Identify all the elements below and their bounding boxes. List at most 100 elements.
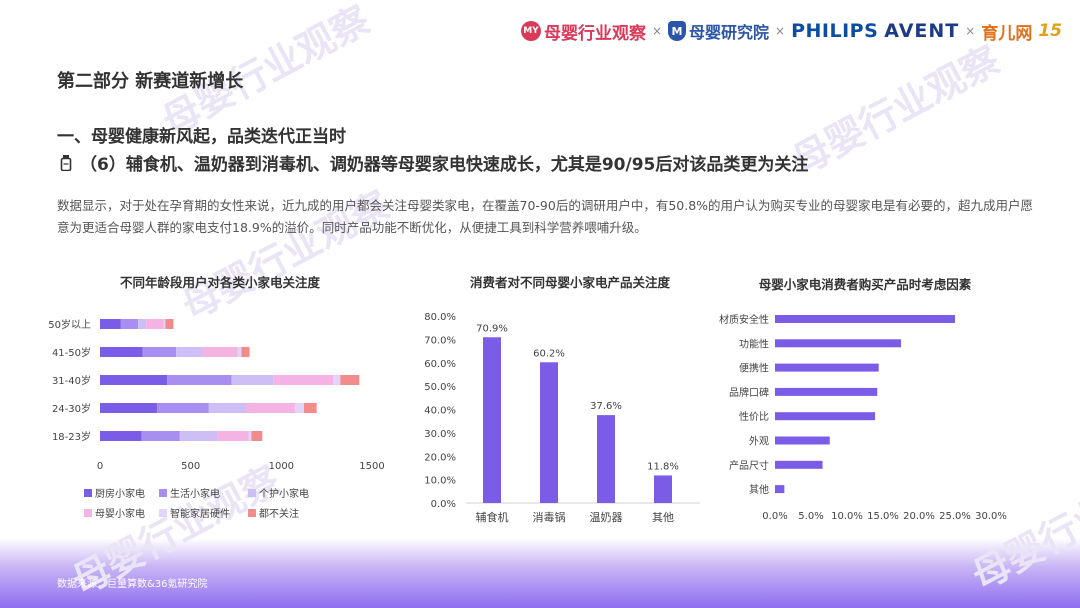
y-tick-label: 60.0% — [424, 359, 456, 370]
headline: （6）辅食机、温奶器到消毒机、调奶器等母婴家电快速成长，尤其是90/95后对该品… — [60, 150, 808, 175]
y-tick-label: 品牌口碑 — [729, 386, 769, 399]
bar — [775, 363, 879, 372]
bar-segment — [167, 375, 232, 385]
x-tick-label: 1000 — [269, 461, 294, 472]
x-tick-label: 10.0% — [831, 511, 863, 522]
x-tick-label: 20.0% — [903, 511, 935, 522]
bar — [483, 337, 501, 503]
muying-logo: MY 母婴行业观察 — [520, 19, 646, 44]
logo-separator: × — [775, 24, 786, 38]
logo-separator: × — [651, 24, 663, 38]
y-tick-label: 20.0% — [424, 452, 456, 463]
headline-text: （6）辅食机、温奶器到消毒机、调奶器等母婴家电快速成长，尤其是90/95后对该品… — [80, 155, 809, 175]
legend-swatch — [84, 489, 92, 497]
y-tick-label: 30.0% — [424, 429, 456, 440]
y-tick-label: 24-30岁 — [52, 402, 91, 415]
muying-logo-text: 母婴行业观察 — [543, 23, 646, 44]
x-tick-label: 15.0% — [867, 511, 899, 522]
legend-swatch — [159, 489, 167, 497]
legend-swatch — [248, 489, 256, 497]
y-tick-label: 功能性 — [739, 337, 769, 350]
bar-segment — [251, 431, 263, 441]
y-tick-label: 便携性 — [739, 362, 769, 375]
y-tick-label: 50.0% — [424, 382, 456, 393]
partner-logo-bar: MY 母婴行业观察 × M 母婴研究院 × PHILIPS AVENT × 育儿… — [520, 14, 1062, 48]
bar-segment — [146, 319, 164, 329]
bar — [775, 412, 876, 421]
bar — [540, 362, 558, 503]
yanjiu-logo: M 母婴研究院 — [668, 19, 769, 43]
legend-label: 智能家居硬件 — [170, 507, 230, 520]
bar-segment — [176, 347, 203, 357]
bar-segment — [208, 403, 246, 413]
bar-segment — [202, 347, 238, 357]
muying-circle-logo-icon: MY — [520, 21, 541, 41]
y-tick-label: 40.0% — [424, 406, 456, 417]
bar-segment — [237, 347, 242, 357]
bar-segment — [157, 403, 209, 413]
bar-segment — [304, 403, 317, 413]
y-tick-label: 41-50岁 — [52, 346, 91, 359]
x-tick-label: 25.0% — [939, 511, 971, 522]
bar — [775, 460, 823, 469]
bar — [775, 387, 878, 396]
data-source-note: 数据来源：巨量算数&36氪研究院 — [57, 579, 208, 590]
bar-segment — [273, 375, 334, 385]
x-tick-label: 5.0% — [798, 511, 823, 522]
footer-gradient-band — [0, 538, 1080, 608]
bar-segment — [294, 403, 304, 413]
bar-segment — [248, 431, 252, 441]
bar-segment — [100, 403, 158, 413]
logo-separator: × — [965, 24, 976, 38]
y-tick-label: 70.0% — [424, 335, 456, 346]
bottle-icon — [60, 154, 72, 171]
bar-segment — [100, 375, 168, 385]
legend-label: 母婴小家电 — [95, 507, 145, 520]
bar-segment — [231, 375, 274, 385]
yanjiu-shield-logo-icon: M — [668, 21, 687, 41]
bar-segment — [217, 431, 249, 441]
y-tick-label: 其他 — [749, 483, 769, 496]
body-paragraph: 数据显示，对于处在孕育期的女性来说，近九成的用户都会关注母婴类家电，在覆盖70-… — [57, 198, 1034, 235]
bar-segment — [100, 319, 121, 329]
legend-label: 都不关注 — [259, 507, 299, 520]
data-label: 70.9% — [476, 323, 508, 334]
data-label: 60.2% — [533, 348, 565, 359]
avent-logo: AVENT — [884, 20, 960, 42]
y-tick-label: 31-40岁 — [52, 374, 91, 387]
x-tick-label: 其他 — [652, 511, 674, 524]
bar-segment — [120, 319, 139, 329]
bar — [775, 315, 955, 323]
bar — [775, 485, 785, 494]
bar — [597, 415, 615, 503]
bar-segment — [333, 375, 341, 385]
bar-segment — [163, 319, 166, 329]
bar-segment — [100, 431, 142, 441]
x-tick-label: 500 — [181, 461, 200, 472]
legend-swatch — [84, 509, 92, 517]
bar-segment — [142, 347, 177, 357]
y-tick-label: 80.0% — [424, 312, 456, 323]
y-tick-label: 产品尺寸 — [729, 459, 769, 472]
anniversary-15-logo: 15 — [1038, 21, 1062, 41]
x-tick-label: 辅食机 — [476, 510, 509, 524]
bar — [775, 436, 830, 445]
data-label: 37.6% — [590, 401, 622, 412]
y-tick-label: 0.0% — [431, 499, 456, 510]
bar-segment — [141, 431, 180, 441]
y-tick-label: 50岁以上 — [48, 318, 91, 331]
section-title: 第二部分 新赛道新增长 — [57, 71, 244, 92]
bar-segment — [245, 403, 295, 413]
y-tick-label: 10.0% — [424, 476, 456, 487]
x-tick-label: 消毒锅 — [533, 510, 566, 524]
legend-swatch — [248, 509, 256, 517]
bar-segment — [165, 319, 174, 329]
legend-swatch — [159, 509, 167, 517]
bar-segment — [340, 375, 360, 385]
sub-title: 一、母婴健康新风起，品类迭代正当时 — [57, 127, 346, 147]
bar — [775, 339, 901, 348]
bar-segment — [179, 431, 218, 441]
x-tick-label: 0.0% — [762, 511, 787, 522]
legend-label: 生活小家电 — [170, 487, 220, 500]
x-tick-label: 1500 — [359, 461, 384, 472]
